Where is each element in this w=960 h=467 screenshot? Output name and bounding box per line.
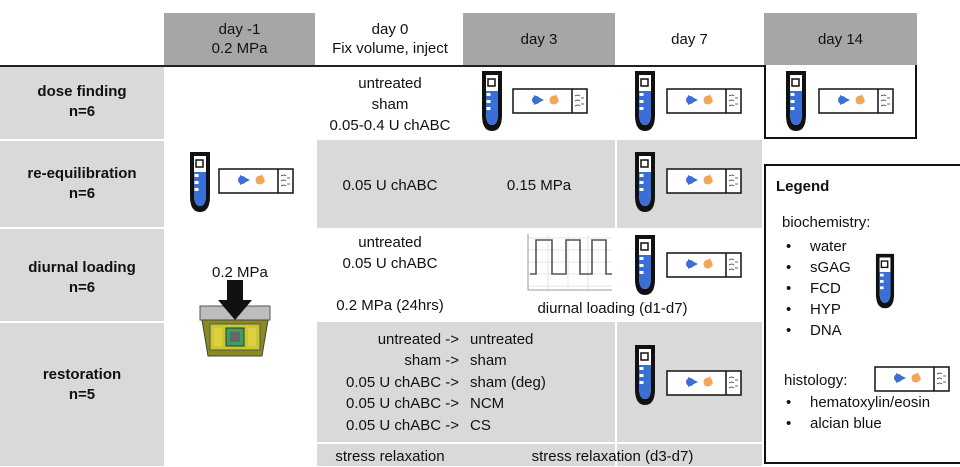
row-label-re-equilibration: re-equilibration n=6 [0, 164, 164, 204]
stress-relaxation-range: stress relaxation (d3-d7) [531, 448, 694, 465]
press-device-icon [199, 280, 271, 357]
slide-icon [818, 88, 894, 114]
header-day-3-title: day 3 [520, 30, 558, 48]
tube-icon [633, 233, 657, 297]
restore-to-item: NCM [470, 395, 505, 413]
row-label-dose-finding-n: n=6 [68, 103, 96, 120]
legend-biochemistry-item: DNA [786, 320, 851, 341]
diurnal-loading-waveform [527, 234, 612, 291]
header-day-0-sub: Fix volume, inject [332, 40, 448, 57]
legend-slide-icon [874, 366, 950, 392]
restore-from-item: sham -> [404, 352, 459, 370]
header-day-7: day 7 [617, 13, 762, 65]
legend-histology-list: hematoxylin/eosin alcian blue [786, 392, 930, 434]
tube-icon [784, 69, 808, 133]
header-day-3: day 3 [463, 13, 615, 65]
divider [0, 321, 164, 323]
legend-biochemistry-item: HYP [786, 299, 851, 320]
row-label-restoration: restoration n=5 [0, 365, 164, 405]
label-column-background [0, 65, 164, 466]
legend-biochemistry-item: sGAG [786, 257, 851, 278]
dose-day0-chabc: 0.05-0.4 U chABC [329, 117, 451, 134]
header-day-minus-1-title: day -1 [218, 21, 261, 38]
tube-icon [633, 150, 657, 214]
restore-to-item: sham (deg) [470, 373, 546, 391]
header-day-minus-1: day -1 0.2 MPa [164, 13, 315, 65]
header-divider [0, 65, 764, 67]
header-day-14-title: day 14 [817, 30, 864, 48]
diurnal-loading-label: diurnal loading (d1-d7) [537, 300, 688, 317]
slide-icon [666, 168, 742, 194]
restore-from-item: 0.05 U chABC -> [346, 373, 459, 391]
row-label-restoration-n: n=5 [68, 386, 96, 403]
row-label-diurnal-loading: diurnal loading n=6 [0, 258, 164, 298]
legend-biochemistry-list: water sGAG FCD HYP DNA [786, 236, 851, 341]
row-label-dose-finding: dose finding n=6 [0, 82, 164, 122]
slide-icon [666, 252, 742, 278]
restore-to-item: CS [470, 416, 491, 434]
header-day-7-title: day 7 [671, 30, 708, 48]
divider [317, 442, 762, 444]
tube-icon [633, 343, 657, 407]
restore-to-item: sham [470, 352, 507, 370]
tube-icon [188, 150, 212, 214]
legend-histology-item: hematoxylin/eosin [786, 392, 930, 413]
reeq-day3-pressure: 0.15 MPa [506, 177, 572, 194]
divider [615, 322, 617, 466]
divider [0, 139, 164, 141]
row-label-dose-finding-name: dose finding [37, 83, 127, 100]
divider [615, 140, 617, 228]
slide-icon [218, 168, 294, 194]
slide-icon [666, 88, 742, 114]
header-day-0: day 0 Fix volume, inject [317, 13, 463, 65]
row-label-restoration-name: restoration [42, 366, 122, 383]
restore-to-list: untreated sham sham (deg) NCM CS [470, 329, 546, 436]
tube-icon [480, 69, 504, 133]
legend-histology-label: histology: [784, 372, 848, 389]
dose-day0-untreated: untreated [358, 75, 422, 92]
legend-tube-icon [874, 252, 896, 310]
restore-to-item: untreated [470, 331, 534, 348]
diurnal-day0-load: 0.2 MPa (24hrs) [336, 297, 444, 314]
row-label-re-equilibration-n: n=6 [68, 185, 96, 202]
legend-histology-item: alcian blue [786, 413, 930, 434]
restore-from-item: 0.05 U chABC -> [346, 395, 459, 413]
press-label: 0.2 MPa [212, 264, 268, 281]
legend-box: Legend biochemistry: water sGAG FCD HYP … [764, 164, 960, 464]
restore-from-list: untreated -> sham -> 0.05 U chABC -> 0.0… [317, 329, 459, 436]
slide-icon [512, 88, 588, 114]
row-label-re-equilibration-name: re-equilibration [27, 165, 137, 182]
slide-icon [666, 370, 742, 396]
row-label-diurnal-loading-n: n=6 [68, 279, 96, 296]
diurnal-day0-chabc: 0.05 U chABC [342, 255, 438, 272]
legend-title: Legend [776, 178, 830, 195]
restore-from-item: 0.05 U chABC -> [346, 416, 459, 434]
restore-from-item: untreated -> [377, 331, 459, 348]
legend-biochemistry-item: water [786, 236, 851, 257]
header-day-minus-1-pressure: 0.2 MPa [211, 40, 268, 57]
header-day-14: day 14 [764, 13, 917, 65]
divider [0, 227, 164, 229]
dose-day0-sham: sham [371, 96, 409, 113]
day-14-box [764, 65, 917, 139]
diurnal-day0-untreated: untreated [358, 234, 422, 251]
legend-biochemistry-item: FCD [786, 278, 851, 299]
stress-relaxation-day0: stress relaxation [335, 448, 445, 465]
reeq-day0-chabc: 0.05 U chABC [342, 177, 438, 194]
tube-icon [633, 69, 657, 133]
header-day-0-title: day 0 [371, 21, 409, 38]
legend-biochemistry-label: biochemistry: [782, 214, 871, 231]
row-label-diurnal-loading-name: diurnal loading [28, 259, 136, 276]
